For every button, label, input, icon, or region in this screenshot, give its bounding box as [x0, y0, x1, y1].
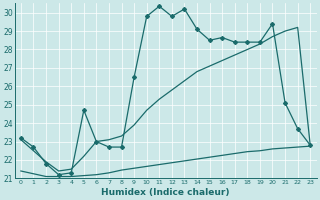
X-axis label: Humidex (Indice chaleur): Humidex (Indice chaleur): [101, 188, 230, 197]
